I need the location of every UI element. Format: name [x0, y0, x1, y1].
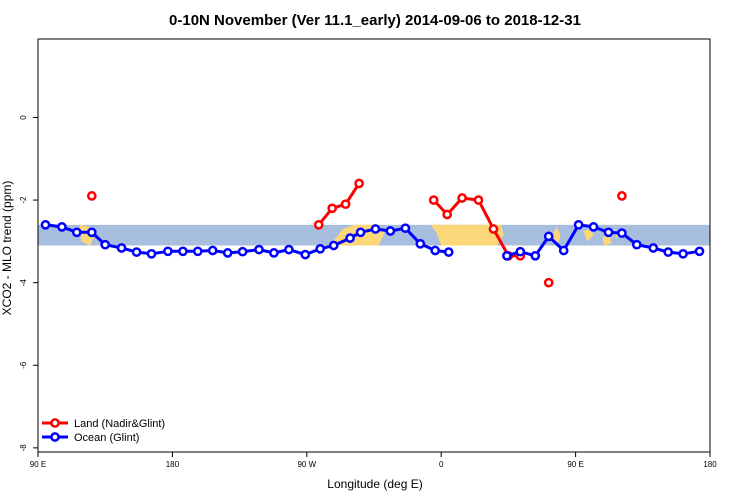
ocean-data-point	[694, 246, 705, 257]
x-tick-label: 90 E	[567, 460, 583, 469]
land-mass	[602, 235, 612, 246]
ocean-data-point	[116, 243, 127, 253]
ocean-data-point	[71, 227, 82, 238]
legend-ocean-marker	[50, 432, 60, 442]
ocean-data-point	[355, 227, 366, 238]
ocean-data-point	[370, 224, 381, 234]
y-tick-label: -6	[19, 361, 28, 369]
y-axis: 0 -2 -4 -6 -8	[19, 115, 38, 452]
land-data-point	[327, 203, 338, 214]
ocean-data-point	[663, 247, 674, 257]
x-tick-label: 0	[439, 460, 444, 469]
land-data-point	[354, 178, 364, 189]
plot-frame	[37, 38, 711, 453]
ocean-data-point	[269, 248, 279, 258]
plot-series	[40, 178, 705, 288]
ocean-data-point	[284, 244, 294, 255]
land-data-point	[543, 277, 554, 288]
ocean-data-point	[86, 227, 97, 238]
ocean-data-point	[502, 250, 512, 261]
ocean-data-point	[237, 246, 248, 257]
y-axis-label: XCO2 - MLO trend (ppm)	[0, 181, 14, 316]
x-axis-label: Longitude (deg E)	[327, 477, 422, 491]
land-series-line	[317, 182, 361, 226]
land-data-point	[340, 199, 351, 210]
ocean-series-line	[45, 223, 449, 257]
ocean-data-point	[573, 219, 584, 230]
ocean-data-point	[430, 245, 441, 256]
ocean-data-point	[515, 246, 526, 257]
ocean-data-point	[100, 239, 111, 250]
ocean-data-point	[400, 223, 411, 234]
legend-land-marker	[50, 418, 60, 428]
legend-ocean-label: Ocean (Glint)	[74, 432, 139, 444]
ocean-data-point	[131, 247, 142, 257]
ocean-data-point	[648, 243, 659, 253]
x-tick-label: 90 W	[297, 460, 316, 469]
ocean-data-point	[443, 247, 454, 257]
land-data-point	[488, 224, 499, 234]
ocean-data-point	[178, 246, 188, 257]
ocean-data-point	[543, 231, 554, 242]
x-tick-label: 90 E	[30, 460, 46, 469]
ocean-data-point	[530, 250, 541, 261]
land-mass	[551, 226, 561, 244]
ocean-data-point	[617, 228, 627, 238]
ocean-data-point	[678, 248, 688, 259]
x-tick-label: 180	[166, 460, 180, 469]
legend: Land (Nadir&Glint) Ocean (Glint)	[42, 418, 165, 444]
land-data-point	[473, 195, 484, 205]
y-tick-label: -2	[19, 196, 28, 204]
ocean-data-point	[631, 239, 642, 250]
ocean-data-point	[315, 243, 326, 254]
chart-title: 0-10N November (Ver 11.1_early) 2014-09-…	[169, 12, 581, 29]
ocean-data-point	[603, 227, 614, 238]
land-data-point	[457, 193, 467, 203]
land-data-point	[617, 191, 627, 201]
land-data-point	[86, 191, 97, 201]
ocean-data-point	[57, 222, 67, 232]
ocean-data-point	[588, 222, 599, 232]
x-tick-label: 180	[703, 460, 717, 469]
y-tick-label: -4	[19, 279, 28, 287]
ocean-data-point	[385, 226, 396, 236]
legend-land-label: Land (Nadir&Glint)	[74, 418, 165, 430]
y-tick-label: 0	[19, 115, 28, 120]
ocean-data-point	[146, 248, 157, 259]
ocean-data-point	[558, 245, 569, 256]
ocean-data-point	[415, 238, 426, 249]
ocean-data-point	[300, 249, 311, 260]
ocean-data-point	[40, 219, 51, 230]
ocean-data-point	[163, 246, 173, 257]
land-data-point	[428, 195, 439, 205]
land-mass	[583, 229, 594, 242]
land-data-point	[313, 219, 324, 230]
ocean-data-point	[222, 248, 233, 258]
land-data-point	[442, 209, 453, 220]
ocean-data-point	[328, 240, 339, 251]
x-axis: 90 E 180 90 W 0 90 E 180	[30, 452, 717, 469]
y-tick-label: -8	[19, 444, 28, 452]
land-mass	[430, 224, 504, 246]
ocean-data-point	[192, 246, 203, 257]
ocean-data-point	[254, 244, 264, 255]
ocean-data-point	[207, 245, 218, 256]
ocean-data-point	[345, 233, 355, 243]
